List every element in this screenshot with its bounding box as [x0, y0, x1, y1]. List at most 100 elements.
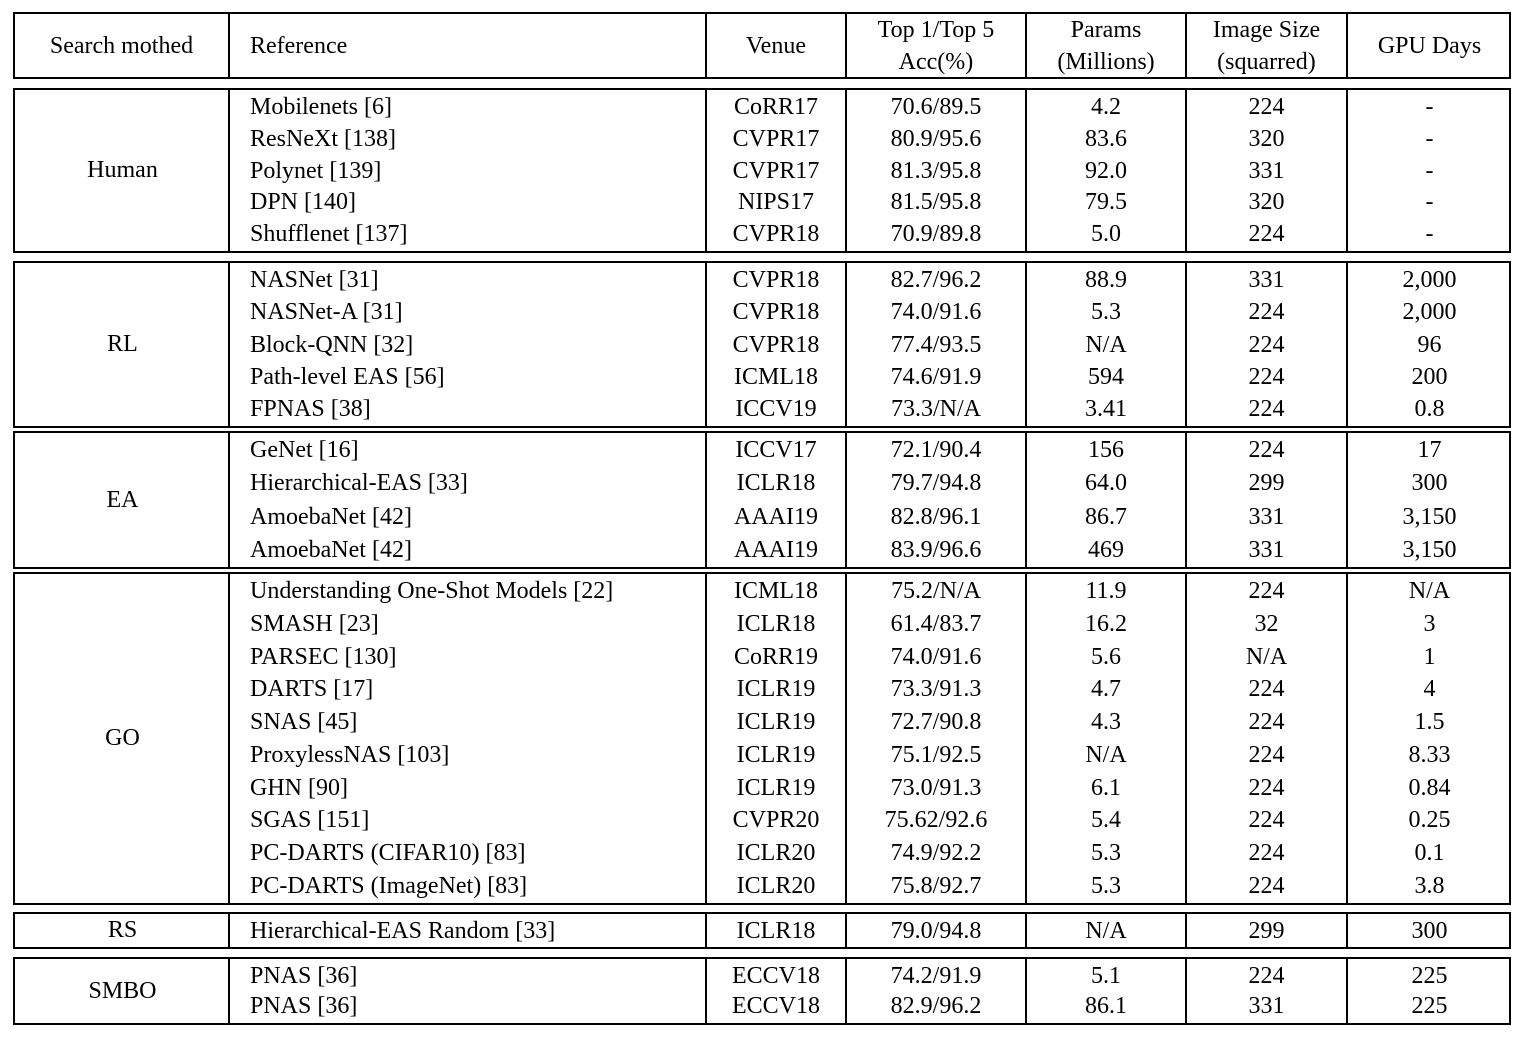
- cell-gpu-days: 0.8: [1414, 396, 1445, 422]
- cell-venue: ICML18: [734, 578, 818, 604]
- group-smbo: SMBO PNAS [36] ECCV18 74.2/91.9 5.1 224 225 PNA…: [13, 957, 1511, 1025]
- cell-gpu-days: 3.8: [1414, 873, 1445, 899]
- table-header: Search mothed Reference Venue Top 1/Top …: [13, 12, 1511, 79]
- cell-venue: AAAI19: [734, 503, 818, 530]
- cell-image-size: 331: [1248, 503, 1285, 530]
- cell-params: 4.7: [1091, 676, 1121, 703]
- cell-params: 4.3: [1091, 709, 1121, 736]
- cell-image-size: 299: [1248, 917, 1285, 944]
- cell-image-size: 331: [1248, 537, 1285, 563]
- cell-reference: Mobilenets [6]: [250, 94, 392, 120]
- cell-reference: PNAS [36]: [250, 963, 358, 989]
- cell-image-size: N/A: [1245, 643, 1288, 670]
- cell-accuracy: 82.9/96.2: [890, 993, 982, 1019]
- cell-venue: ICLR20: [736, 873, 816, 899]
- cell-gpu-days: 300: [1411, 470, 1448, 497]
- cell-accuracy: 74.2/91.9: [890, 963, 982, 989]
- cell-reference: PNAS [36]: [250, 993, 358, 1019]
- cell-params: 83.6: [1085, 125, 1127, 152]
- cell-reference: SNAS [45]: [250, 709, 358, 736]
- cell-accuracy: 82.8/96.1: [890, 503, 982, 530]
- cell-params: 5.3: [1091, 299, 1121, 326]
- cell-image-size: 224: [1248, 676, 1285, 703]
- cell-reference: Block-QNN [32]: [250, 331, 414, 358]
- cell-venue: ICCV19: [735, 396, 817, 422]
- cell-params: 3.41: [1085, 396, 1127, 422]
- method-label: RS: [107, 917, 138, 943]
- cell-accuracy: 73.0/91.3: [890, 774, 982, 801]
- cell-image-size: 224: [1248, 840, 1285, 867]
- cell-params: 5.1: [1091, 963, 1121, 989]
- cell-venue: CoRR17: [733, 94, 819, 120]
- cell-image-size: 224: [1248, 331, 1285, 358]
- cell-venue: ICLR19: [736, 709, 816, 736]
- cell-params: 4.2: [1091, 94, 1121, 120]
- header-reference: Reference: [250, 32, 348, 59]
- cell-reference: SMASH [23]: [250, 610, 379, 637]
- method-label: RL: [107, 331, 138, 357]
- cell-params: N/A: [1085, 331, 1127, 358]
- cell-venue: CoRR19: [733, 643, 819, 670]
- cell-params: 5.4: [1091, 807, 1121, 834]
- cell-accuracy: 70.9/89.8: [890, 221, 982, 247]
- cell-reference: FPNAS [38]: [250, 396, 371, 422]
- cell-image-size: 224: [1248, 963, 1285, 989]
- cell-reference: Hierarchical-EAS [33]: [250, 470, 468, 497]
- cell-reference: AmoebaNet [42]: [250, 537, 412, 563]
- cell-gpu-days: 2,000: [1402, 267, 1457, 293]
- cell-venue: ICLR20: [736, 840, 816, 867]
- cell-image-size: 299: [1248, 470, 1285, 497]
- cell-image-size: 320: [1248, 125, 1285, 152]
- cell-gpu-days: 2,000: [1402, 299, 1457, 326]
- cell-gpu-days: -: [1425, 94, 1434, 120]
- cell-accuracy: 79.0/94.8: [890, 917, 982, 944]
- cell-gpu-days: 0.25: [1408, 807, 1451, 834]
- method-label: GO: [105, 725, 140, 751]
- cell-gpu-days: 225: [1411, 993, 1448, 1019]
- cell-params: 6.1: [1091, 774, 1121, 801]
- cell-reference: DPN [140]: [250, 189, 356, 216]
- cell-gpu-days: 300: [1411, 917, 1448, 944]
- cell-venue: NIPS17: [737, 189, 815, 216]
- cell-image-size: 224: [1248, 437, 1285, 463]
- cell-image-size: 224: [1248, 807, 1285, 834]
- cell-image-size: 224: [1248, 94, 1285, 120]
- cell-venue: ECCV18: [731, 993, 820, 1019]
- cell-image-size: 331: [1248, 267, 1285, 293]
- cell-venue: ICCV17: [735, 437, 817, 463]
- method-label: Human: [87, 157, 158, 183]
- cell-image-size: 331: [1248, 157, 1285, 184]
- cell-gpu-days: 225: [1411, 963, 1448, 989]
- header-venue: Venue: [746, 32, 806, 59]
- cell-gpu-days: -: [1425, 189, 1434, 216]
- cell-accuracy: 75.62/92.6: [884, 807, 988, 834]
- cell-params: 5.6: [1091, 643, 1121, 670]
- cell-gpu-days: 0.84: [1408, 774, 1451, 801]
- cell-image-size: 224: [1248, 709, 1285, 736]
- cell-params: 64.0: [1085, 470, 1127, 497]
- cell-venue: ECCV18: [731, 963, 820, 989]
- cell-venue: ICML18: [734, 363, 818, 390]
- group-go: GO Understanding One-Shot Models [22] ICML…: [13, 572, 1511, 905]
- cell-reference: PC-DARTS (ImageNet) [83]: [250, 873, 528, 899]
- cell-reference: ProxylessNAS [103]: [250, 741, 450, 768]
- cell-accuracy: 81.5/95.8: [890, 189, 982, 216]
- cell-accuracy: 61.4/83.7: [890, 610, 982, 637]
- header-params: Params (Millions): [1057, 16, 1155, 75]
- cell-reference: ResNeXt [138]: [250, 125, 396, 152]
- cell-venue: ICLR18: [736, 917, 816, 944]
- group-rl: RL NASNet [31] CVPR18 82.7/96.2 88.9 331 2,000…: [13, 261, 1511, 428]
- cell-accuracy: 77.4/93.5: [890, 331, 982, 358]
- header-accuracy: Top 1/Top 5 Acc(%): [877, 16, 995, 75]
- cell-gpu-days: 0.1: [1414, 840, 1445, 867]
- cell-reference: PC-DARTS (CIFAR10) [83]: [250, 840, 526, 867]
- cell-image-size: 224: [1248, 774, 1285, 801]
- cell-params: N/A: [1085, 917, 1127, 944]
- cell-params: 5.3: [1091, 840, 1121, 867]
- cell-reference: SGAS [151]: [250, 807, 370, 834]
- cell-params: 156: [1088, 437, 1124, 463]
- cell-accuracy: 80.9/95.6: [890, 125, 982, 152]
- cell-venue: ICLR18: [736, 610, 816, 637]
- cell-reference: AmoebaNet [42]: [250, 503, 412, 530]
- cell-params: 5.0: [1091, 221, 1121, 247]
